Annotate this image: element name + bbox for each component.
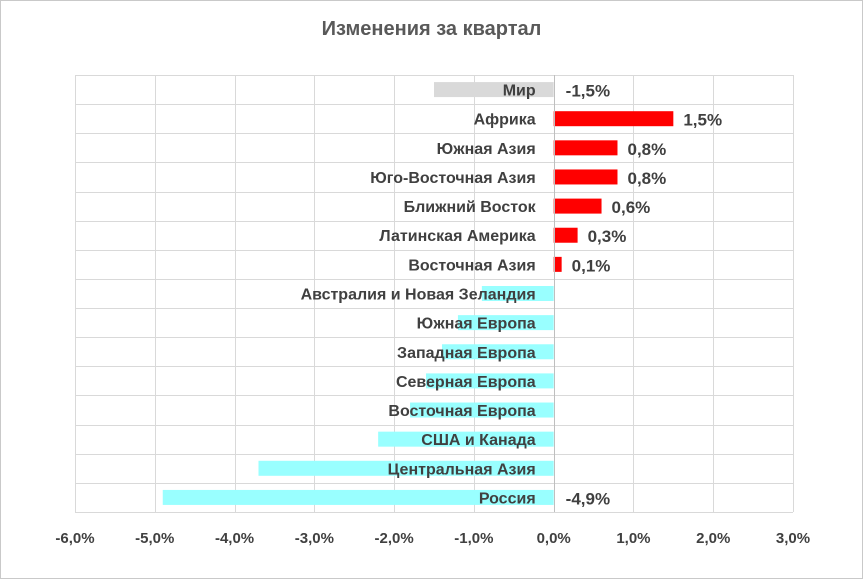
bar <box>481 286 554 301</box>
x-tick-label: -3,0% <box>295 530 334 547</box>
data-label: 0,8% <box>627 140 666 159</box>
data-label: -1,5% <box>566 82 610 101</box>
x-tick-label: -5,0% <box>135 530 174 547</box>
category-label: Африка <box>474 112 536 129</box>
category-label: Ближний Восток <box>404 199 537 216</box>
data-label: 1,5% <box>683 111 722 130</box>
bar <box>553 227 578 243</box>
x-tick-label: -6,0% <box>55 530 94 547</box>
category-label: Австралия и Новая Зеландия <box>301 287 536 304</box>
bar <box>553 140 618 156</box>
category-label: США и Канада <box>421 432 535 449</box>
bar <box>378 431 554 447</box>
category-label: Восточная Азия <box>408 257 535 274</box>
x-tick-label: -1,0% <box>454 530 493 547</box>
category-label: Северная Европа <box>396 374 536 391</box>
category-label: Западная Европа <box>397 345 536 362</box>
data-label: 0,1% <box>572 256 611 275</box>
category-label: Южная Азия <box>437 141 536 158</box>
bar <box>162 489 554 505</box>
x-tick-label: 0,0% <box>537 530 571 547</box>
data-label: 0,8% <box>627 169 666 188</box>
x-tick-label: 3,0% <box>776 530 810 547</box>
bar <box>553 256 562 272</box>
category-label: Восточная Европа <box>388 403 535 420</box>
category-label: Мир <box>503 83 536 100</box>
data-label: 0,3% <box>588 227 627 246</box>
x-tick-label: 2,0% <box>696 530 730 547</box>
x-tick-label: 1,0% <box>616 530 650 547</box>
category-label: Южная Европа <box>417 316 536 333</box>
category-label: Центральная Азия <box>388 461 536 478</box>
chart-title: Изменения за квартал <box>321 18 542 40</box>
category-label: Юго-Восточная Азия <box>370 170 535 187</box>
category-label: Россия <box>479 490 536 507</box>
bar <box>441 344 554 360</box>
x-tick-label: -4,0% <box>215 530 254 547</box>
bar <box>457 315 554 331</box>
bar <box>434 82 554 98</box>
bar <box>426 373 554 389</box>
bar <box>410 402 554 418</box>
bar <box>553 198 602 214</box>
data-label: 0,6% <box>612 198 651 217</box>
category-label: Латинская Америка <box>379 228 535 245</box>
bar <box>553 111 674 127</box>
data-label: -4,9% <box>566 489 610 508</box>
x-tick-label: -2,0% <box>375 530 414 547</box>
bar <box>553 169 618 185</box>
bar <box>258 460 554 476</box>
